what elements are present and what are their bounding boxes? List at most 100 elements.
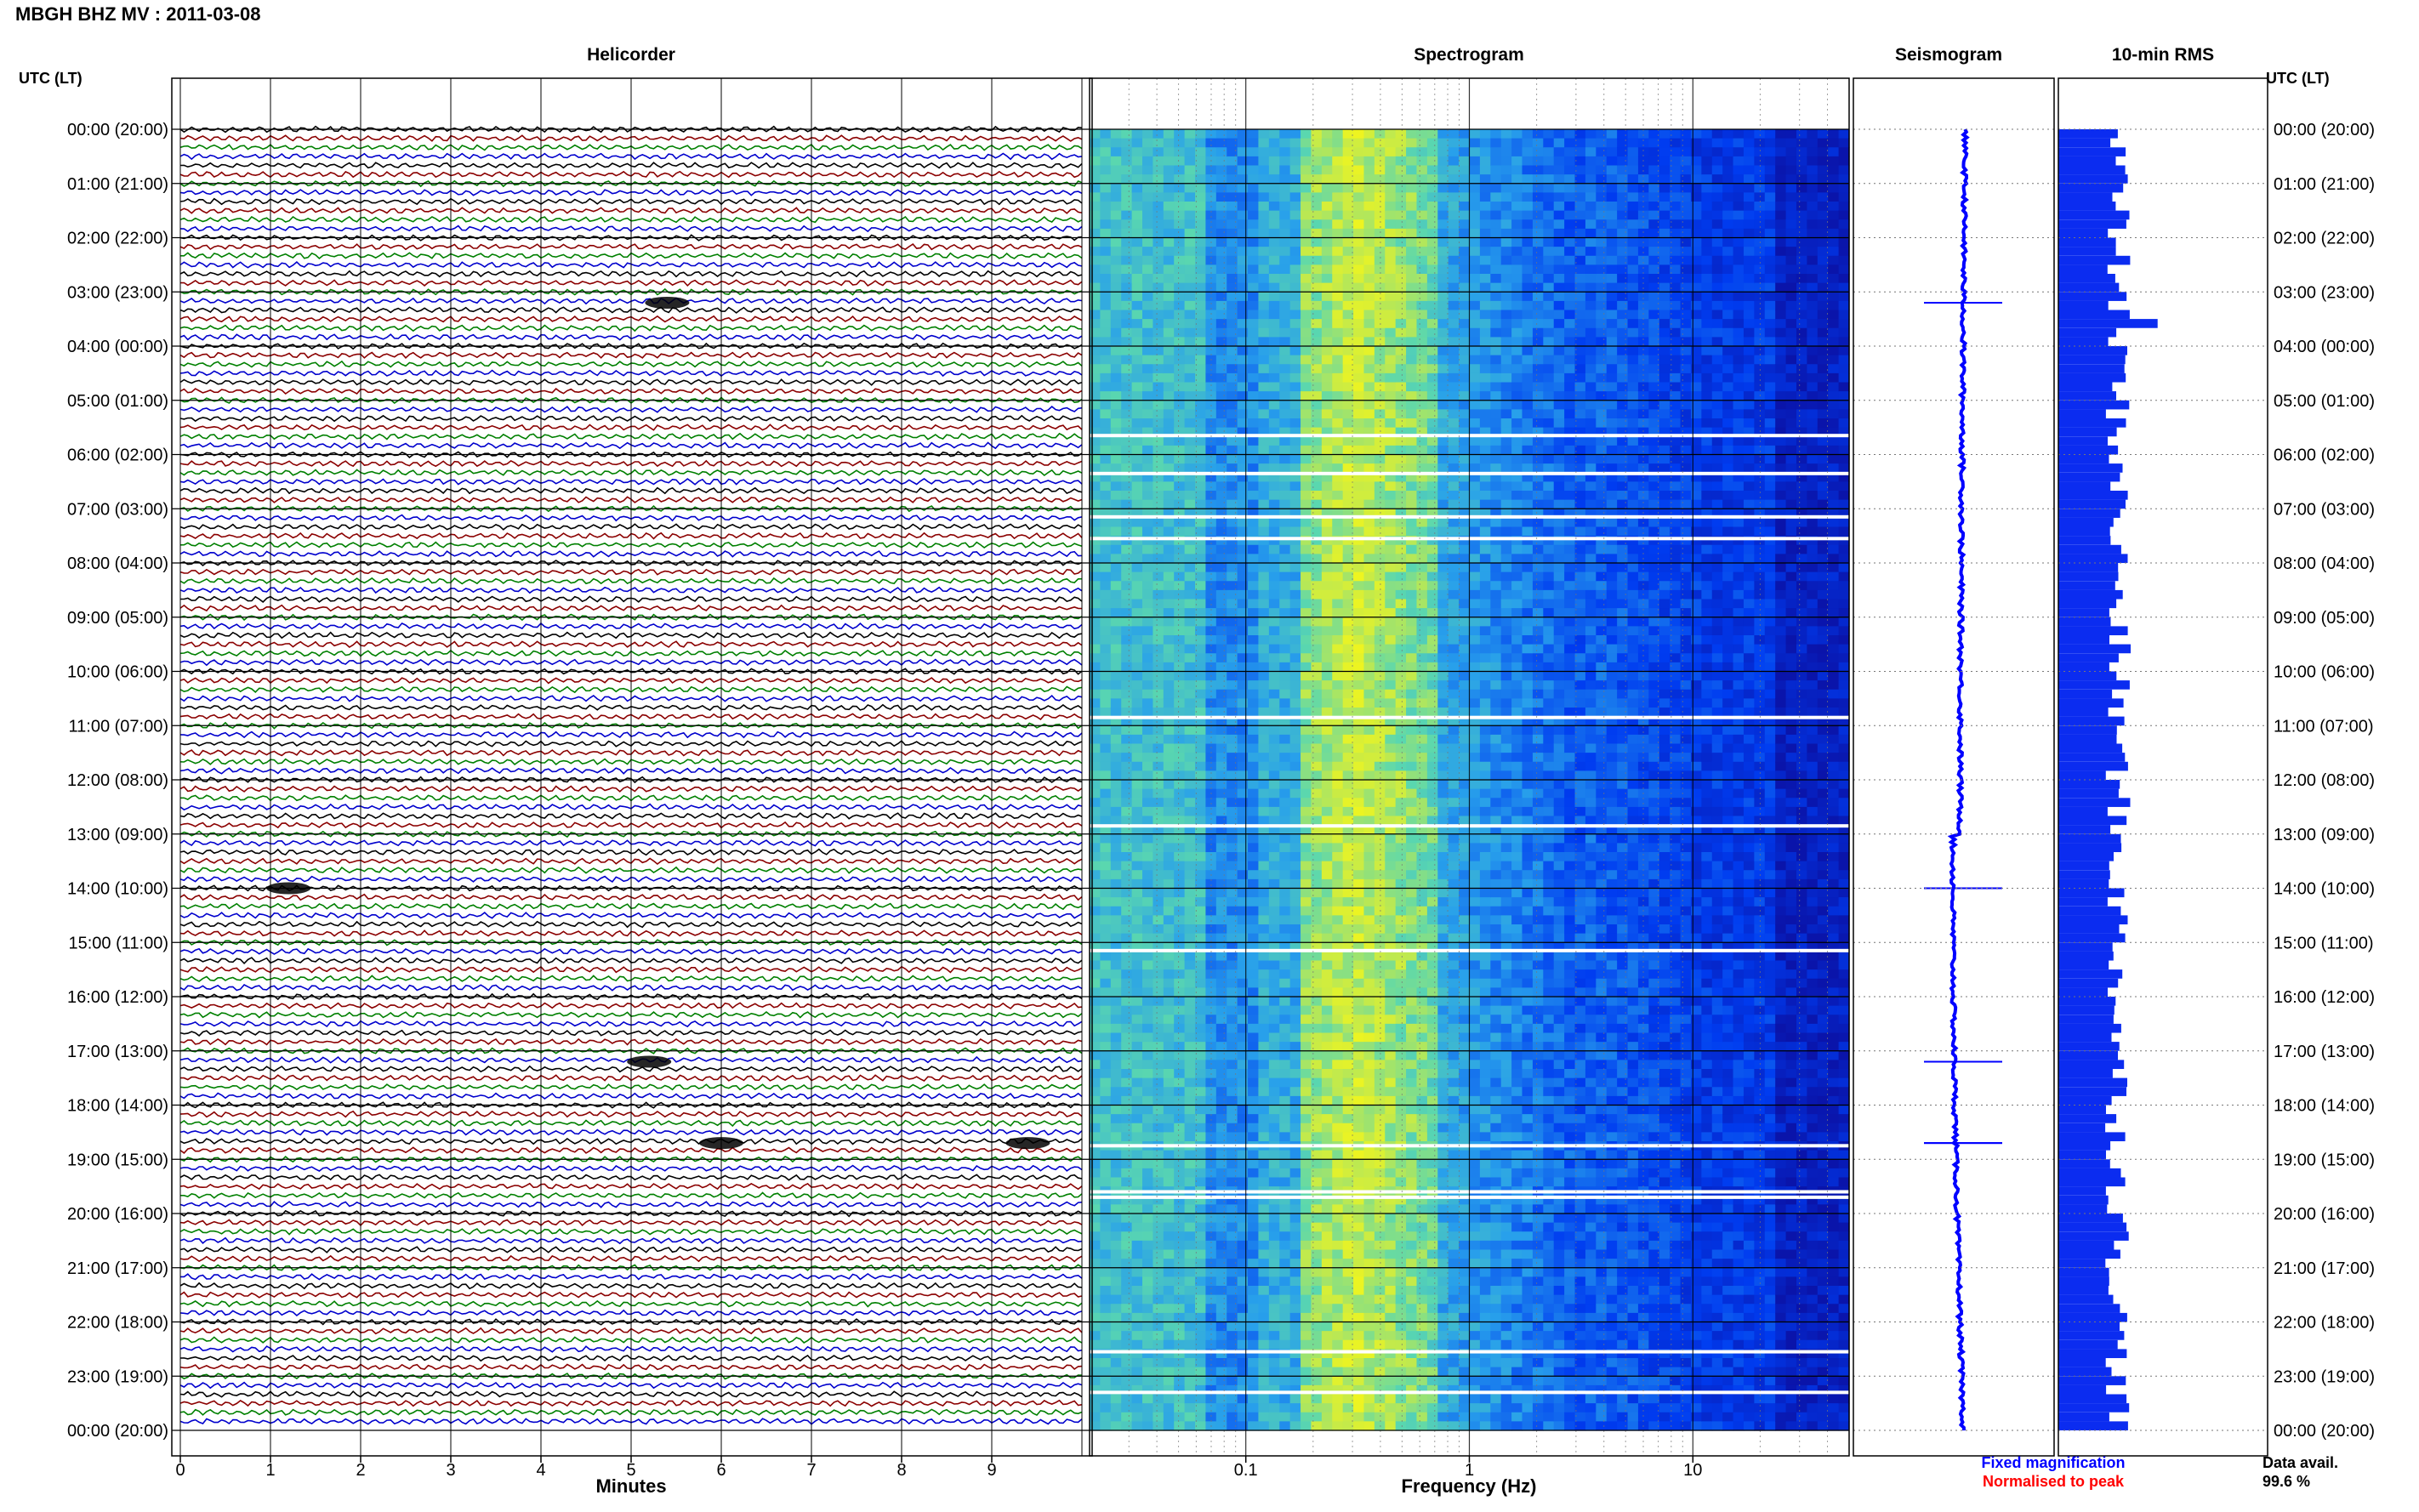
spectrogram-cell bbox=[1184, 1214, 1196, 1224]
spectrogram-cell bbox=[1406, 698, 1418, 708]
spectrogram-cell bbox=[1248, 653, 1260, 663]
spectrogram-cell bbox=[1227, 870, 1238, 880]
spectrogram-cell bbox=[1426, 861, 1438, 871]
spectrogram-cell bbox=[1353, 138, 1365, 148]
spectrogram-cell bbox=[1163, 509, 1175, 519]
spectrogram-cell bbox=[1268, 1032, 1280, 1043]
spectrogram-cell bbox=[1406, 192, 1418, 202]
spectrogram-cell bbox=[1342, 708, 1354, 718]
spectrogram-cell bbox=[1332, 427, 1344, 437]
spectrogram-cell bbox=[1131, 626, 1143, 636]
spectrogram-cell bbox=[1406, 210, 1418, 220]
spectrogram-cell bbox=[1395, 1222, 1407, 1232]
spectrogram-cell bbox=[1121, 1050, 1133, 1060]
spectrogram-cell bbox=[1301, 997, 1312, 1007]
spectrogram-cell bbox=[1353, 1312, 1365, 1323]
spectrogram-cell bbox=[1437, 509, 1449, 519]
spectrogram-cell bbox=[1195, 608, 1207, 618]
spectrogram-cell bbox=[1131, 870, 1143, 880]
spectrogram-cell bbox=[1353, 183, 1365, 193]
spectrogram-cell bbox=[1332, 292, 1344, 302]
spectrogram-cell bbox=[1131, 319, 1143, 329]
spectrogram-cell bbox=[1332, 987, 1344, 998]
spectrogram-cell bbox=[1385, 526, 1397, 537]
spectrogram-cell bbox=[1268, 418, 1280, 429]
spectrogram-cell bbox=[1258, 1412, 1270, 1422]
spectrogram-cell bbox=[1321, 1286, 1333, 1296]
spectrogram-cell bbox=[1163, 1177, 1175, 1187]
spectrogram-cell bbox=[1131, 1376, 1143, 1386]
spectrogram-cell bbox=[1437, 770, 1449, 781]
spectrogram-cell bbox=[1353, 770, 1365, 781]
spectrogram-cell bbox=[1416, 617, 1428, 627]
spectrogram-cell bbox=[1332, 1159, 1344, 1169]
spectrogram-cell bbox=[1110, 644, 1122, 654]
spectrogram-cell bbox=[1248, 617, 1260, 627]
spectrogram-cell bbox=[1258, 924, 1270, 935]
spectrogram-cell bbox=[1321, 997, 1333, 1007]
spectrogram-cell bbox=[1131, 770, 1143, 781]
spectrogram-cell bbox=[1437, 138, 1449, 148]
spectrogram-cell bbox=[1363, 1267, 1375, 1277]
spectrogram-cell bbox=[1090, 1403, 1101, 1413]
spectrogram-cell bbox=[1426, 129, 1438, 139]
spectrogram-cell bbox=[1353, 1367, 1365, 1377]
spectrogram-cell bbox=[1363, 400, 1375, 410]
spectrogram-cell bbox=[1321, 463, 1333, 474]
spectrogram-cell bbox=[1121, 454, 1133, 464]
spectrogram-cell bbox=[1163, 1421, 1175, 1431]
spectrogram-cell bbox=[1258, 300, 1270, 311]
spectrogram-cell bbox=[1321, 1331, 1333, 1341]
spectrogram-cell bbox=[1205, 1114, 1217, 1124]
spectrogram-cell bbox=[1301, 987, 1312, 998]
spectrogram-cell bbox=[1437, 942, 1449, 952]
spectrogram-cell bbox=[1332, 870, 1344, 880]
spectrogram-cell bbox=[1374, 897, 1386, 907]
spectrogram-cell bbox=[1142, 1331, 1154, 1341]
spectrogram-cell bbox=[1301, 247, 1312, 257]
spectrogram-cell bbox=[1416, 924, 1428, 935]
spectrogram-cell bbox=[1195, 327, 1207, 338]
spectrogram-cell bbox=[1227, 1367, 1238, 1377]
spectrogram-cell bbox=[1100, 391, 1112, 401]
spectrogram-cell bbox=[1363, 300, 1375, 311]
spectrogram-cell bbox=[1215, 716, 1227, 726]
spectrogram-cell bbox=[1301, 481, 1312, 492]
spectrogram-cell bbox=[1174, 671, 1186, 681]
spectrogram-cell bbox=[1406, 300, 1418, 311]
spectrogram-cell bbox=[1426, 1367, 1438, 1377]
spectrogram-cell bbox=[1363, 997, 1375, 1007]
spectrogram-cell bbox=[1258, 1114, 1270, 1124]
spectrogram-cell bbox=[1311, 292, 1323, 302]
spectrogram-cell bbox=[1195, 1015, 1207, 1025]
spectrogram-cell bbox=[1268, 1339, 1280, 1350]
spectrogram-cell bbox=[1301, 653, 1312, 663]
spectrogram-cell bbox=[1184, 843, 1196, 853]
spectrogram-cell bbox=[1131, 924, 1143, 935]
spectrogram-cell bbox=[1131, 608, 1143, 618]
spectrogram-cell bbox=[1301, 536, 1312, 546]
spectrogram-cell bbox=[1311, 536, 1323, 546]
spectrogram-cell bbox=[1289, 1095, 1301, 1106]
spectrogram-cell bbox=[1090, 870, 1101, 880]
spectrogram-cell bbox=[1100, 635, 1112, 645]
spectrogram-cell bbox=[1332, 997, 1344, 1007]
spectrogram-cell bbox=[1385, 499, 1397, 509]
spectrogram-cell bbox=[1090, 915, 1101, 925]
spectrogram-cell bbox=[1215, 491, 1227, 501]
spectrogram-cell bbox=[1237, 1060, 1249, 1070]
spectrogram-cell bbox=[1437, 300, 1449, 311]
spectrogram-cell bbox=[1258, 364, 1270, 374]
spectrogram-cell bbox=[1311, 1421, 1323, 1431]
spectrogram-cell bbox=[1342, 445, 1354, 456]
spectrogram-cell bbox=[1301, 1159, 1312, 1169]
spectrogram-cell bbox=[1142, 924, 1154, 935]
spectrogram-cell bbox=[1385, 888, 1397, 898]
spectrogram-cell bbox=[1332, 635, 1344, 645]
spectrogram-cell bbox=[1090, 1331, 1101, 1341]
spectrogram-cell bbox=[1195, 1403, 1207, 1413]
spectrogram-cell bbox=[1321, 1339, 1333, 1350]
spectrogram-cell bbox=[1205, 1286, 1217, 1296]
spectrogram-cell bbox=[1248, 544, 1260, 554]
spectrogram-cell bbox=[1268, 183, 1280, 193]
